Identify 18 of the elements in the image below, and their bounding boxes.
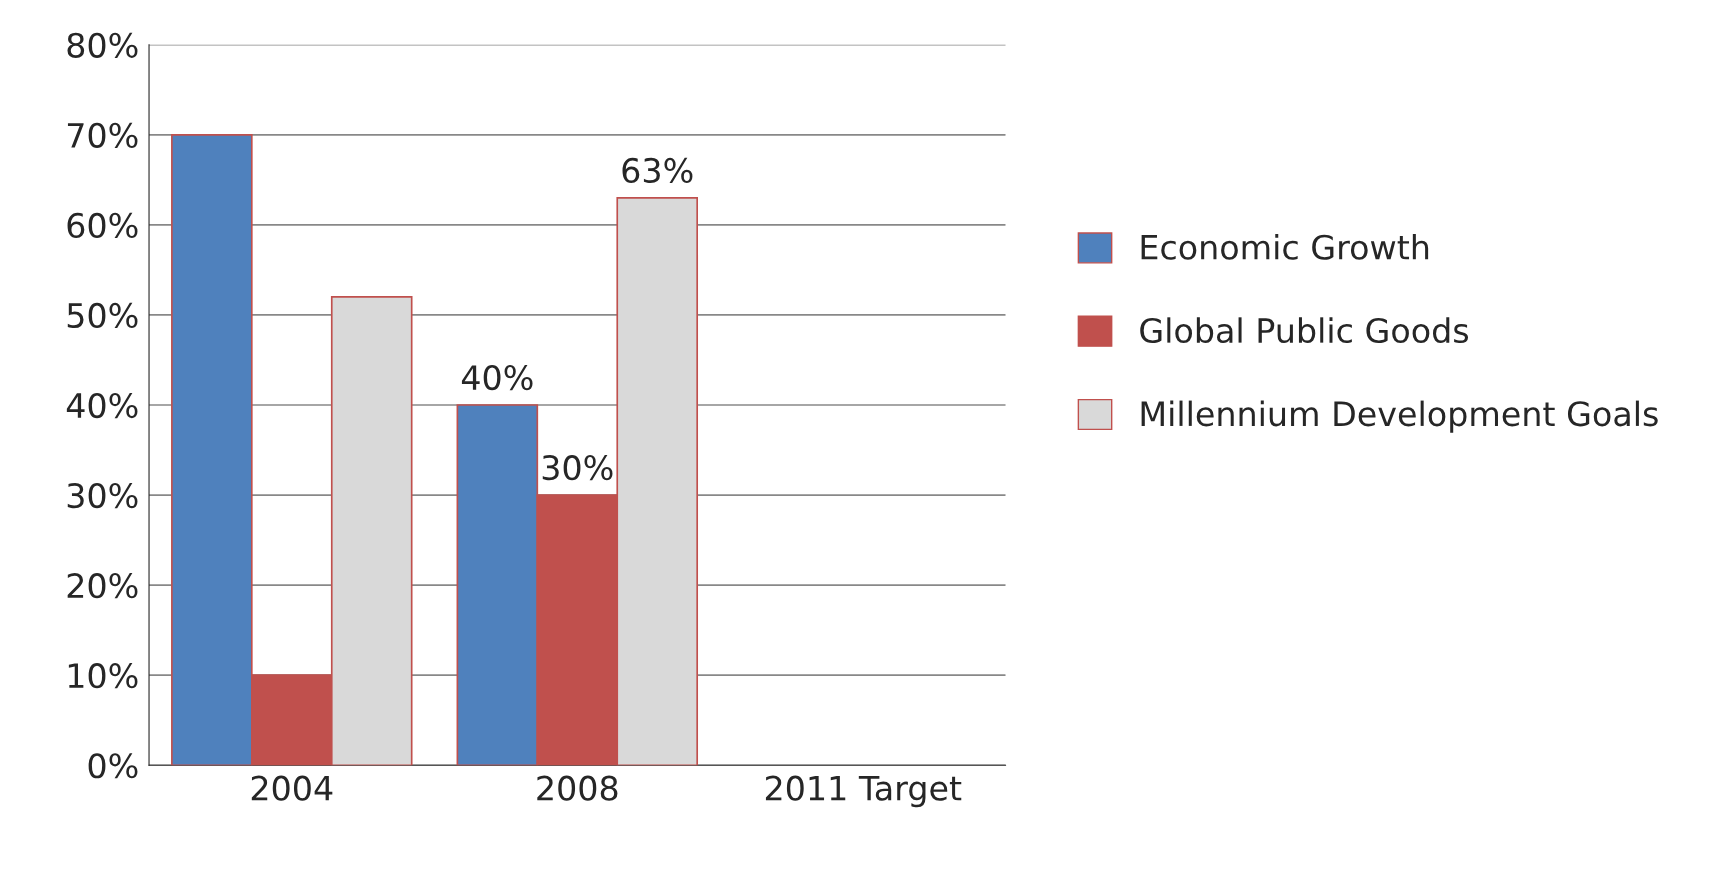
y-tick-label: 60% (67, 212, 138, 239)
x-tick-label: 2011 Target (765, 775, 962, 808)
y-tick-label: 20% (67, 573, 138, 599)
y-tick-label: 0% (88, 753, 138, 779)
data-label: 63% (622, 157, 693, 184)
y-tick-label: 70% (67, 122, 138, 148)
data-label: 30% (542, 455, 613, 481)
x-tick-label: 2008 (537, 775, 618, 801)
legend-label: Economic Growth (1141, 234, 1429, 260)
y-tick-label: 50% (67, 302, 138, 329)
y-tick-label: 10% (68, 663, 138, 689)
data-label: 40% (461, 364, 533, 391)
y-tick-label: 80% (67, 32, 138, 58)
y-tick-label: 30% (67, 482, 138, 509)
x-tick-label: 2004 (251, 775, 333, 801)
legend-label: Millennium Development Goals (1141, 400, 1658, 433)
legend-label: Global Public Goods (1140, 317, 1469, 344)
y-tick-label: 40% (66, 392, 138, 419)
